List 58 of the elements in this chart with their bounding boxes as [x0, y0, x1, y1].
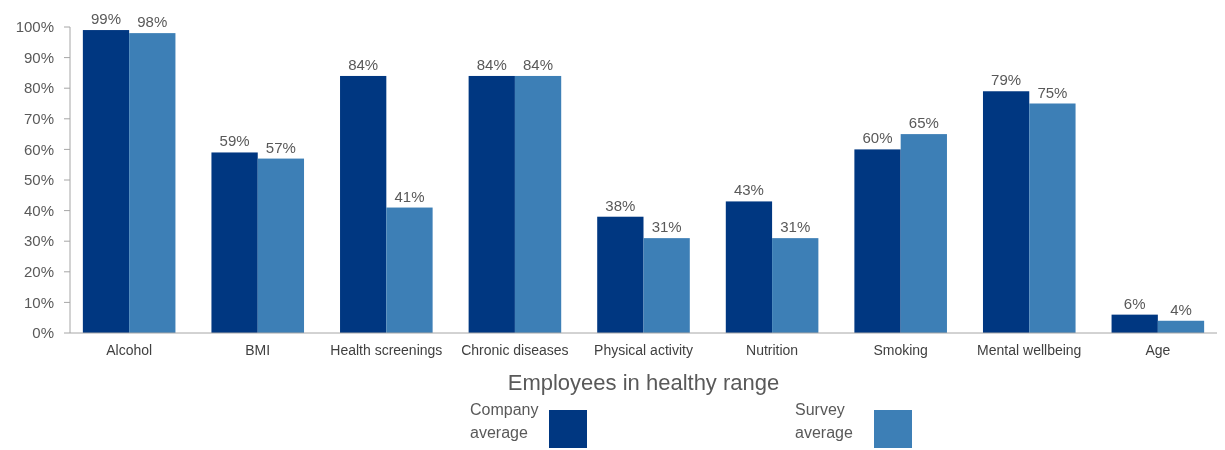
bar [82, 30, 130, 333]
data-label: 41% [394, 187, 425, 205]
y-tick-label: 20% [23, 263, 54, 281]
data-label: 38% [605, 196, 636, 214]
data-label: 79% [991, 71, 1022, 89]
y-tick-label: 30% [23, 232, 54, 250]
y-tick-label: 10% [23, 293, 54, 311]
bar [854, 149, 901, 333]
bar [772, 238, 819, 333]
y-tick-label: 0% [32, 324, 54, 342]
x-tick-label: Age [1145, 342, 1171, 358]
x-tick-label: Nutrition [746, 342, 799, 358]
x-tick-label: BMI [245, 342, 271, 358]
bar [900, 134, 947, 333]
data-label: 84% [476, 55, 507, 73]
bar [340, 75, 387, 333]
bar [643, 238, 690, 333]
data-label: 99% [90, 10, 122, 28]
bar [211, 152, 258, 333]
y-tick-label: 60% [23, 140, 54, 158]
bar [129, 33, 176, 333]
data-label: 31% [651, 218, 682, 236]
y-tick-label: 70% [23, 110, 54, 128]
x-tick-label: Health screenings [330, 342, 443, 358]
x-tick-label: Alcohol [106, 342, 153, 358]
legend-label: Survey average [795, 401, 853, 441]
data-label: 57% [265, 138, 296, 156]
bar [1029, 103, 1076, 333]
x-tick-label: Chronic diseases [461, 342, 569, 358]
data-label: 65% [908, 114, 939, 132]
data-label: 98% [137, 13, 168, 31]
bar [468, 75, 515, 333]
data-label: 4% [1170, 300, 1192, 318]
data-label: 84% [348, 55, 379, 73]
data-label: 60% [862, 129, 893, 147]
data-label: 31% [780, 218, 811, 236]
y-tick-label: 40% [23, 201, 54, 219]
data-label: 84% [523, 55, 554, 73]
y-tick-label: 90% [23, 48, 54, 66]
data-label: 43% [733, 181, 764, 199]
y-tick-label: 50% [23, 171, 54, 189]
x-tick-label: Mental wellbeing [977, 342, 1082, 358]
bar [257, 158, 305, 333]
legend-label: Company average [470, 401, 539, 441]
x-axis-title: Employees in healthy range [507, 370, 780, 395]
data-label: 59% [219, 132, 250, 150]
bar [1111, 314, 1158, 333]
bar [982, 91, 1030, 333]
data-label: 6% [1123, 294, 1146, 312]
y-tick-label: 100% [15, 18, 54, 36]
data-label: 75% [1037, 83, 1068, 101]
bar [725, 201, 773, 333]
bar [514, 75, 562, 333]
x-tick-label: Physical activity [594, 342, 693, 358]
bar [386, 207, 433, 333]
bar [597, 216, 644, 333]
y-tick-label: 80% [23, 79, 54, 97]
x-tick-label: Smoking [873, 342, 928, 358]
